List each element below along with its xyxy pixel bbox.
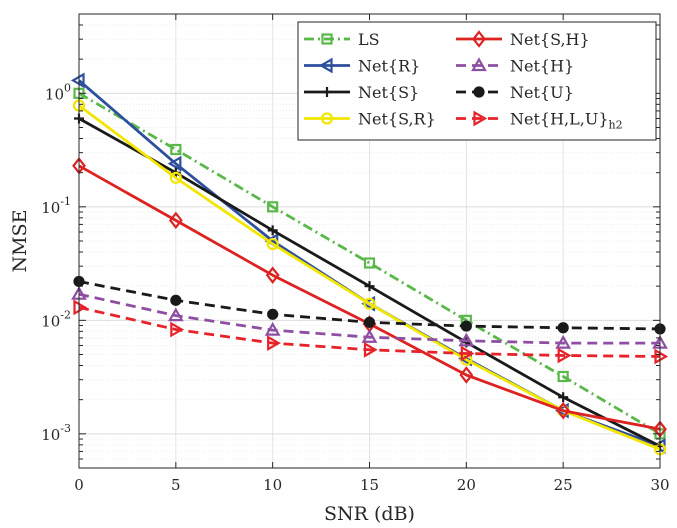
data-point-net-s-r	[169, 171, 182, 184]
y-tick-label: 100	[45, 81, 71, 103]
y-tick-label: 10-2	[41, 308, 71, 330]
x-tick-label: 0	[74, 476, 84, 494]
legend-marker	[318, 57, 333, 74]
legend-label: LS	[358, 30, 380, 49]
data-point-net-h	[167, 307, 184, 322]
legend-entry-net-h-l-u-h2: Net{H,L,U}h2	[456, 110, 623, 132]
legend-label: Net{U}	[510, 83, 574, 102]
legend-label: Net{S}	[358, 83, 419, 102]
data-point-ls	[170, 143, 182, 156]
data-point-net-r	[167, 155, 182, 172]
data-point-net-h-l-u-h2	[170, 321, 185, 338]
legend-entry-ls: LS	[304, 30, 380, 49]
data-point-net-h	[555, 334, 572, 349]
data-point-net-u	[363, 316, 376, 328]
x-tick-label: 10	[263, 476, 282, 494]
legend-entry-net-u: Net{U}	[456, 83, 574, 102]
legend-entry-net-s: Net{S}	[304, 83, 419, 102]
data-point-net-s-h	[556, 401, 571, 420]
legend-entry-net-s-h: Net{S,H}	[456, 30, 590, 49]
legend-marker	[472, 30, 486, 48]
legend-marker	[473, 110, 488, 127]
data-point-net-u	[460, 320, 472, 332]
series-net-u	[73, 275, 666, 335]
legend-marker	[321, 33, 333, 45]
data-point-net-s-r	[266, 237, 279, 251]
data-point-net-s-r	[363, 297, 376, 310]
data-point-net-s	[364, 281, 375, 292]
data-point-net-h-l-u-h2	[460, 345, 475, 362]
series-line-net-h	[78, 292, 660, 345]
data-point-net-h-l-u-h2	[73, 299, 88, 316]
data-point-ls	[557, 370, 569, 383]
legend-label: Net{H}	[510, 57, 574, 76]
legend-entry-net-h: Net{H}	[456, 57, 574, 76]
data-point-net-h-l-u-h2	[557, 347, 572, 364]
x-tick-label: 30	[650, 476, 669, 494]
legend-box	[297, 21, 657, 141]
legend-label: Net{R}	[358, 57, 420, 76]
legend: LS Net{R} Net{S} Net{S,R} Net{S,H} Net{H} Net{…	[297, 21, 657, 141]
data-point-net-u	[557, 322, 569, 334]
legend-label: Net{H,L,U}h2	[510, 110, 623, 132]
data-point-net-s	[558, 392, 569, 403]
data-point-net-h	[458, 332, 475, 347]
y-axis-label: NMSE	[9, 210, 31, 273]
legend-marker	[473, 86, 485, 98]
series-line-net-h-l-u-h2	[78, 306, 661, 358]
data-point-net-s-h	[459, 366, 474, 384]
legend-entry-net-s-r: Net{S,R}	[304, 110, 436, 129]
legend-label: Net{S,H}	[510, 30, 590, 49]
x-tick-label: 20	[457, 476, 476, 494]
axis-ticks: 0 5 10 15 20 25 30 10-3 10-2 10-1 100	[41, 13, 670, 494]
legend-marker	[471, 57, 487, 72]
x-tick-label: 15	[360, 476, 379, 494]
data-point-net-h-l-u-h2	[267, 335, 281, 352]
data-point-net-h	[361, 328, 378, 343]
data-point-net-u	[267, 308, 279, 320]
series-net-h-l-u-h2	[73, 299, 669, 365]
data-point-net-s	[267, 225, 278, 236]
data-point-net-s-h	[168, 211, 183, 230]
data-point-net-h	[264, 321, 281, 336]
y-tick-label: 10-3	[41, 422, 71, 444]
x-tick-label: 25	[554, 476, 573, 494]
series-line-ls	[78, 92, 661, 436]
legend-marker	[320, 112, 334, 125]
data-point-net-u	[170, 294, 182, 306]
x-axis-label: SNR (dB)	[324, 503, 415, 525]
data-point-net-h-l-u-h2	[654, 348, 669, 365]
data-point-net-h-l-u-h2	[363, 341, 378, 358]
data-point-net-s-h	[265, 266, 280, 284]
legend-entry-net-r: Net{R}	[304, 57, 420, 76]
x-tick-label: 5	[171, 476, 181, 494]
legend-marker	[322, 87, 332, 97]
legend-label: Net{S,R}	[358, 110, 436, 129]
data-point-ls	[267, 201, 279, 213]
data-point-net-r	[70, 72, 85, 89]
data-point-ls	[363, 257, 376, 269]
y-tick-label: 10-1	[41, 195, 71, 217]
